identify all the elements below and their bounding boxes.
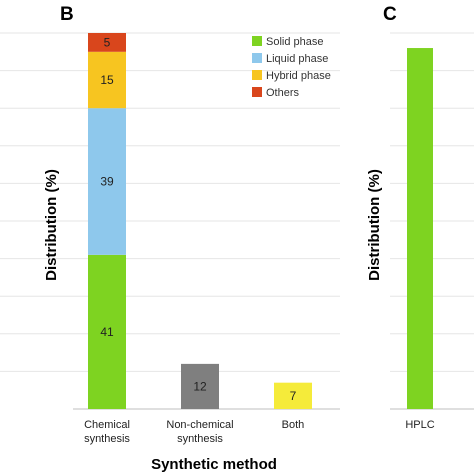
legend-label-others: Others [266, 87, 300, 99]
x-tick-label: Both [282, 419, 305, 431]
x-tick-labels-b: Chemical synthesis Non-chemical synthesis Bo… [84, 419, 304, 445]
bar-segment-hybrid-phase [88, 51, 126, 109]
x-tick-label: Chemical synthesis [84, 419, 130, 445]
x-tick-label: Non-chemical synthesis [166, 419, 233, 445]
bar-both [274, 382, 312, 409]
legend-label-solid-phase: Solid phase [266, 36, 324, 48]
legend-swatch-hybrid-phase [252, 70, 262, 80]
x-tick-labels-c: HPLC [405, 419, 434, 431]
bar-hplc [407, 48, 433, 409]
legend-swatch-solid-phase [252, 36, 262, 46]
data-label-hybrid-phase: 15 [100, 73, 114, 87]
data-label-others: 5 [104, 35, 111, 49]
x-tick-label: HPLC [405, 419, 434, 431]
y-axis-title-b: Distribution (%) [43, 169, 60, 281]
bars-c [407, 48, 433, 409]
bar-segment-liquid-phase [88, 108, 126, 255]
bar-segment-solid-phase [88, 254, 126, 409]
data-label-non-chemical-synthesis: 12 [193, 379, 207, 393]
panel-c: C HPLC Distribution (%) [366, 4, 474, 431]
panel-b: B 41 39 15 5 12 7 Chemical synthesis Non-chemic… [0, 4, 340, 473]
data-label-both: 7 [290, 389, 297, 403]
legend-swatch-liquid-phase [252, 53, 262, 63]
data-label-solid-phase: 41 [100, 325, 114, 339]
bars-b: 41 39 15 5 12 7 [88, 33, 312, 409]
legend-swatch-others [252, 87, 262, 97]
legend-label-liquid-phase: Liquid phase [266, 53, 328, 65]
x-axis-title-b: Synthetic method [151, 456, 277, 473]
panel-label-b: B [60, 4, 74, 25]
data-label-liquid-phase: 39 [100, 175, 114, 189]
bar-non-chemical-synthesis [181, 363, 219, 409]
legend-b: Solid phase Liquid phase Hybrid phase Other… [252, 36, 331, 99]
legend-label-hybrid-phase: Hybrid phase [266, 70, 331, 82]
y-axis-title-c: Distribution (%) [366, 169, 383, 281]
panel-label-c: C [383, 4, 397, 25]
bar-segment-others [88, 33, 126, 52]
gridlines-b [0, 32, 340, 372]
